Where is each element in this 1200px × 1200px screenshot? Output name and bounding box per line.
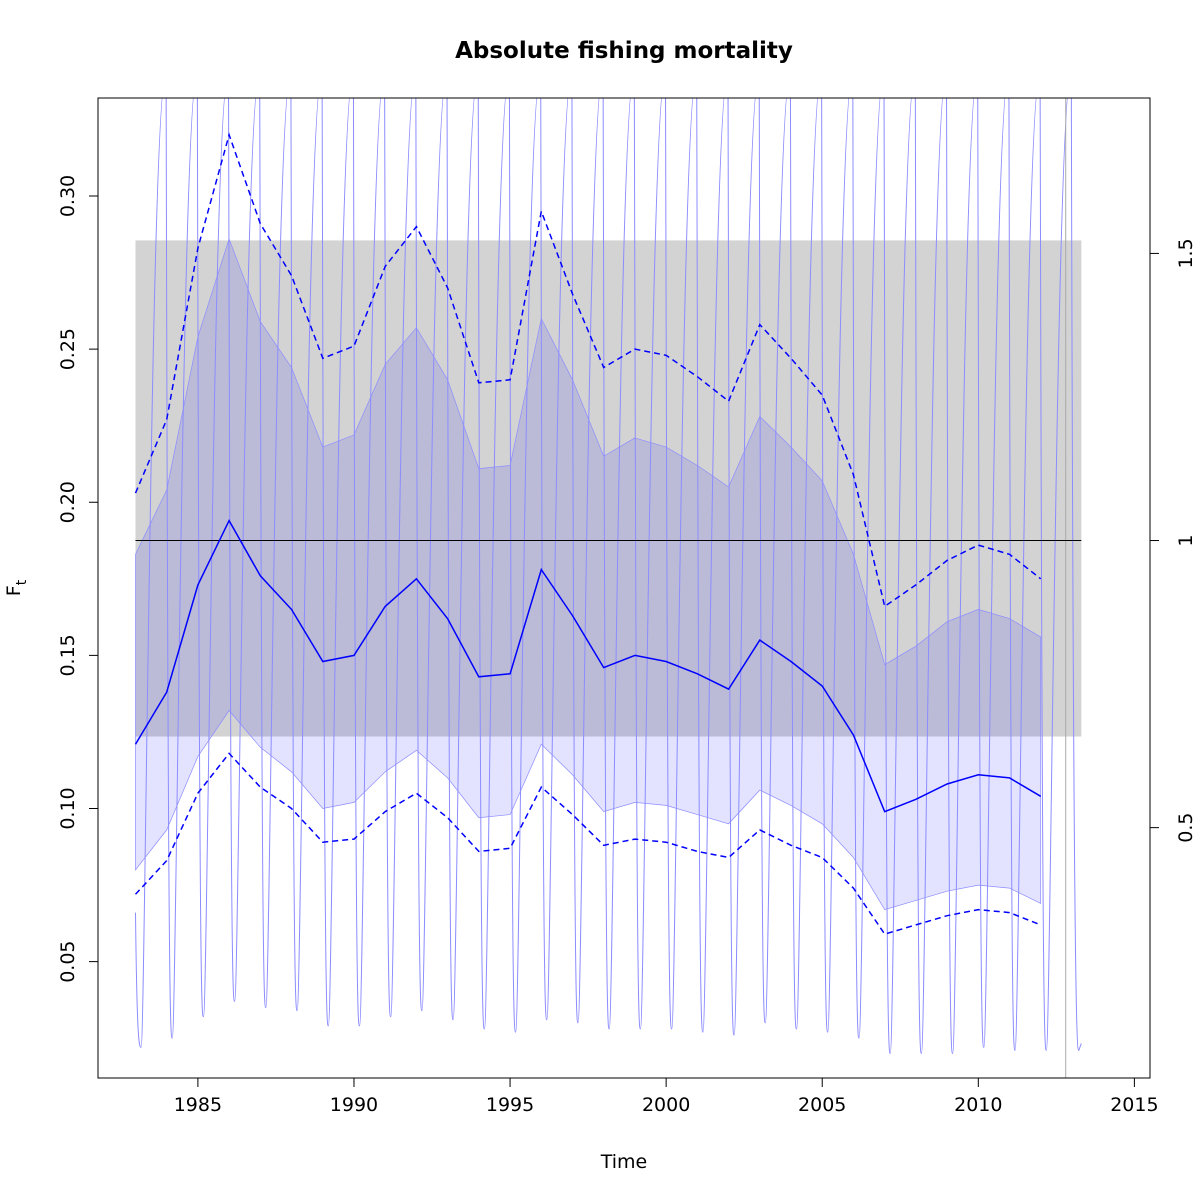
- series-line-upper-95: [134, 132, 1042, 608]
- x-tick-label-2000: 2000: [642, 1094, 690, 1116]
- x-tick-label-2010: 2010: [954, 1094, 1002, 1116]
- seasonal-oscillation-line: [135, 98, 1082, 1055]
- plot-content: [134, 98, 1082, 1078]
- y-tick-label-3: 0.20: [57, 481, 79, 523]
- series-line-F: [134, 518, 1042, 813]
- right-tick-label-0: 0.5: [1175, 813, 1197, 843]
- x-tick-label-2005: 2005: [798, 1094, 846, 1116]
- y-axis-label: Ft: [3, 579, 30, 596]
- y-tick-label-5: 0.30: [57, 175, 79, 217]
- chart-title: Absolute fishing mortality: [455, 38, 793, 64]
- y-tick-label-1: 0.10: [57, 787, 79, 829]
- y-tick-label-4: 0.25: [57, 328, 79, 370]
- x-tick-label-1990: 1990: [330, 1094, 378, 1116]
- y-axis-label-main: F: [3, 585, 25, 596]
- y-tick-label-0: 0.05: [57, 940, 79, 982]
- series-line-lower-95: [134, 752, 1041, 935]
- x-tick-label-2015: 2015: [1110, 1094, 1158, 1116]
- plot-area: [134, 98, 1082, 1078]
- right-tick-label-1: 1: [1175, 534, 1197, 546]
- x-tick-label-1985: 1985: [174, 1094, 222, 1116]
- right-tick-label-2: 1.5: [1175, 238, 1197, 268]
- x-axis-label: Time: [600, 1151, 648, 1173]
- x-tick-label-1995: 1995: [486, 1094, 534, 1116]
- y-axis-label-sub: t: [14, 579, 30, 585]
- axes: 1985 1990 1995 2000 2005 2010 2015 0.05 0.10 0.15…: [57, 97, 1197, 1116]
- y-tick-label-2: 0.15: [57, 634, 79, 676]
